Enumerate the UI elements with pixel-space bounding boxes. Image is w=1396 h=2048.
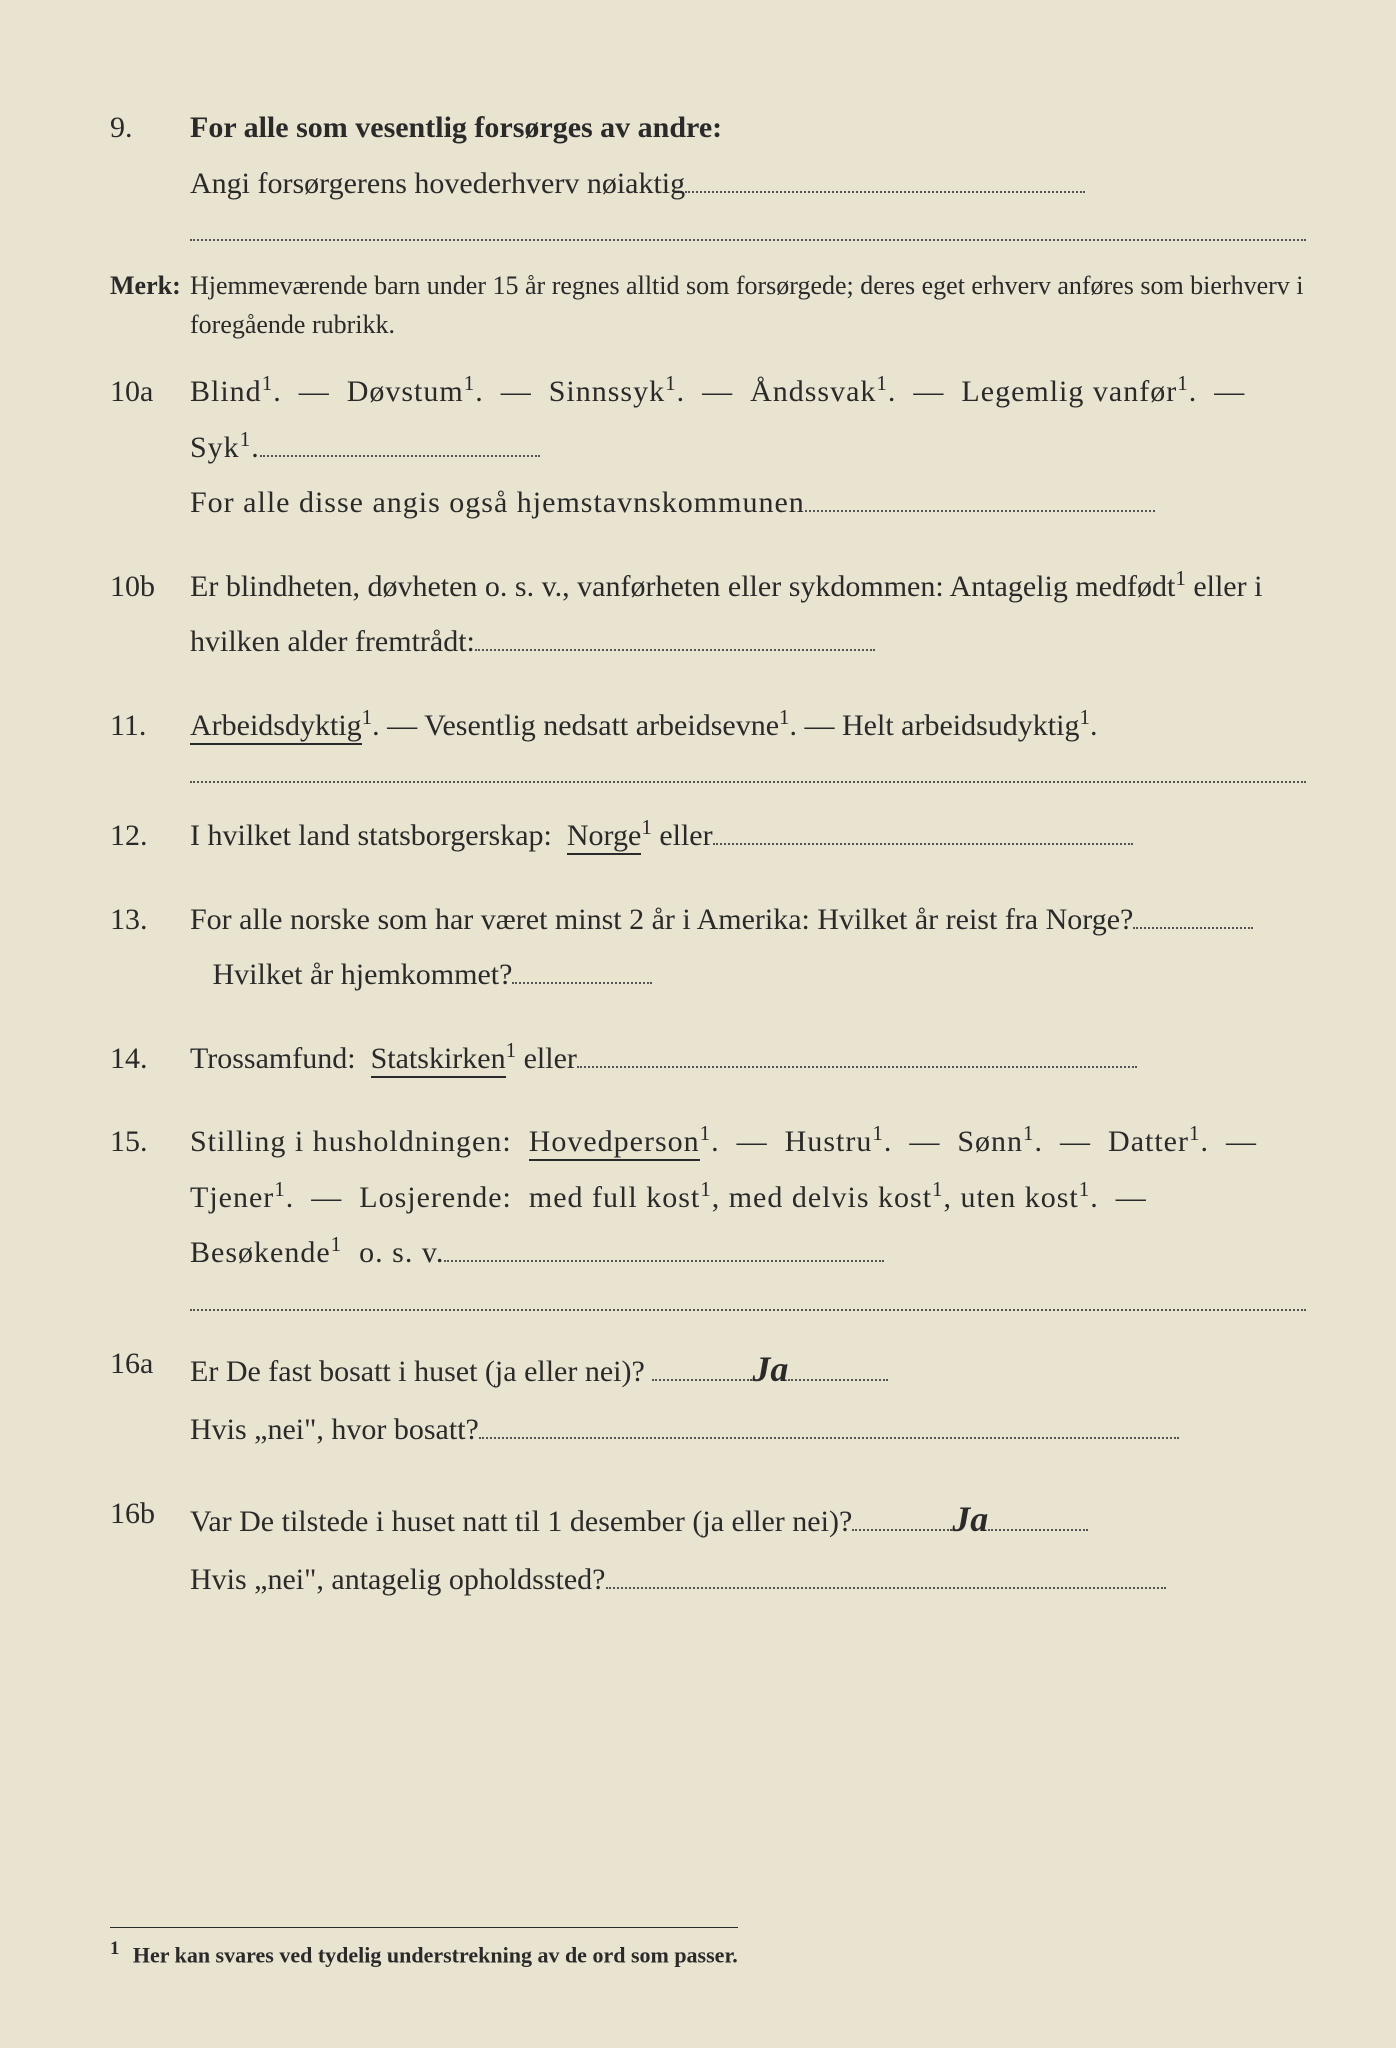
q16b-num: 16b (110, 1486, 190, 1608)
q10a-num: 10a (110, 364, 190, 531)
q10a-content: Blind1. — Døvstum1. — Sinnssyk1. — Åndss… (190, 364, 1306, 531)
q9-num: 9. (110, 100, 190, 211)
q10b-num: 10b (110, 559, 190, 670)
q15-num: 15. (110, 1114, 190, 1281)
q16a-num: 16a (110, 1336, 190, 1458)
q16a-content: Er De fast bosatt i huset (ja eller nei)… (190, 1336, 1306, 1458)
q12-content: I hvilket land statsborgerskap: Norge1 e… (190, 808, 1306, 864)
divider (190, 781, 1306, 783)
question-11: 11. Arbeidsdyktig1. — Vesentlig nedsatt … (110, 698, 1306, 754)
question-14: 14. Trossamfund: Statskirken1 eller (110, 1031, 1306, 1087)
q10b-content: Er blindheten, døvheten o. s. v., vanfør… (190, 559, 1306, 670)
q16b-content: Var De tilstede i huset natt til 1 desem… (190, 1486, 1306, 1608)
footnote-text: Her kan svares ved tydelig understreknin… (133, 1942, 738, 1967)
q9-line2: Angi forsørgerens hovederhverv nøiaktig (190, 167, 685, 200)
question-10b: 10b Er blindheten, døvheten o. s. v., va… (110, 559, 1306, 670)
q11-content: Arbeidsdyktig1. — Vesentlig nedsatt arbe… (190, 698, 1306, 754)
q11-num: 11. (110, 698, 190, 754)
question-16a: 16a Er De fast bosatt i huset (ja eller … (110, 1336, 1306, 1458)
q16b-answer: Ja (952, 1499, 988, 1539)
footnote: 1 Her kan svares ved tydelig understrekn… (110, 1927, 738, 1968)
q12-num: 12. (110, 808, 190, 864)
question-12: 12. I hvilket land statsborgerskap: Norg… (110, 808, 1306, 864)
q14-num: 14. (110, 1031, 190, 1087)
q15-content: Stilling i husholdningen: Hovedperson1. … (190, 1114, 1306, 1281)
q14-content: Trossamfund: Statskirken1 eller (190, 1031, 1306, 1087)
question-13: 13. For alle norske som har været minst … (110, 892, 1306, 1003)
q9-line1: For alle som vesentlig forsørges av andr… (190, 111, 722, 144)
q13-num: 13. (110, 892, 190, 1003)
divider (190, 1309, 1306, 1311)
question-10a: 10a Blind1. — Døvstum1. — Sinnssyk1. — Å… (110, 364, 1306, 531)
question-15: 15. Stilling i husholdningen: Hovedperso… (110, 1114, 1306, 1281)
footnote-marker: 1 (110, 1938, 119, 1959)
q13-content: For alle norske som har været minst 2 år… (190, 892, 1306, 1003)
question-9: 9. For alle som vesentlig forsørges av a… (110, 100, 1306, 211)
q9-content: For alle som vesentlig forsørges av andr… (190, 100, 1306, 211)
question-16b: 16b Var De tilstede i huset natt til 1 d… (110, 1486, 1306, 1608)
merk-text: Hjemmeværende barn under 15 år regnes al… (190, 266, 1306, 344)
divider (190, 239, 1306, 241)
q16a-answer: Ja (752, 1349, 788, 1389)
merk-label: Merk: (110, 266, 190, 344)
merk-note: Merk: Hjemmeværende barn under 15 år reg… (110, 266, 1306, 344)
